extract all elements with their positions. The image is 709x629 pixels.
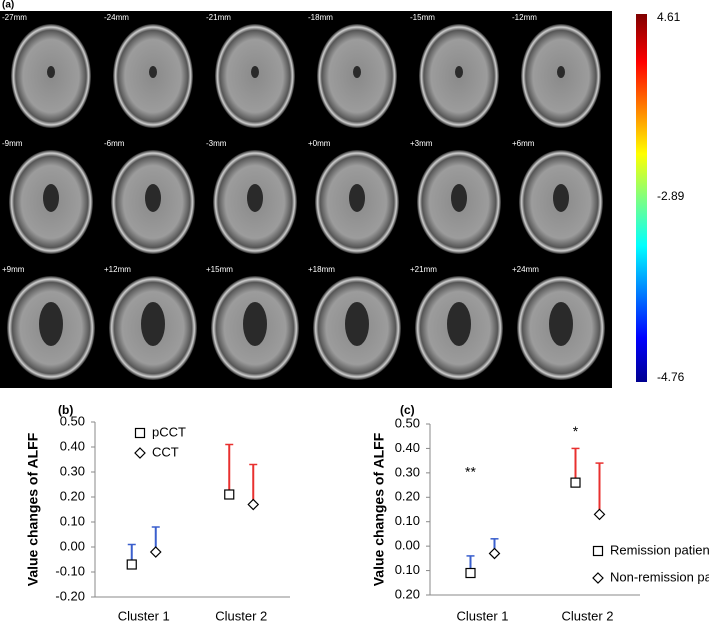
colorbar-label: -4.76 — [657, 370, 685, 384]
y-tick-label: 0.50 — [395, 415, 420, 430]
marker — [593, 508, 606, 521]
ventricle — [345, 302, 369, 346]
ventricle — [455, 66, 463, 78]
colorbar-label: -2.89 — [657, 189, 685, 203]
slice-label: -24mm — [104, 13, 129, 22]
slices: -27mm -24mm -21mm -18mm -15mm -12mm -9mm -6mm -3… — [2, 13, 605, 380]
y-tick-label: 0.40 — [395, 440, 420, 455]
y-tick-label: 0.20 — [395, 586, 420, 601]
y-axis-label: Value changes of ALFF — [25, 432, 41, 586]
x-tick-label: Cluster 2 — [561, 608, 613, 623]
x-tick-label: Cluster 2 — [215, 608, 267, 623]
annotation: * — [573, 423, 579, 439]
ventricle — [47, 66, 55, 78]
marker — [465, 567, 476, 579]
y-tick-label: 0.30 — [60, 463, 85, 478]
ventricle — [149, 66, 157, 78]
legend-marker — [134, 447, 146, 459]
y-tick-label: 0.00 — [395, 538, 420, 553]
marker — [488, 547, 501, 560]
slice-label: -6mm — [104, 139, 125, 148]
ventricle — [553, 184, 569, 212]
ventricle — [39, 302, 63, 346]
slice-label: -21mm — [206, 13, 231, 22]
colorbar — [636, 14, 647, 382]
y-tick-label: -0.10 — [55, 563, 85, 578]
panel-label: (b) — [58, 403, 73, 417]
slice-label: -3mm — [206, 139, 227, 148]
slice-label: +9mm — [2, 265, 25, 274]
ventricle — [451, 184, 467, 212]
y-tick-label: 0.20 — [395, 489, 420, 504]
y-tick-label: 0.20 — [60, 488, 85, 503]
ventricle — [353, 66, 361, 78]
panel-label: (c) — [400, 403, 415, 417]
legend-label: CCT — [152, 444, 179, 459]
legend-label: Remission patients — [610, 542, 709, 557]
slice-label: +18mm — [308, 265, 335, 274]
slice-label: +0mm — [308, 139, 331, 148]
marker — [224, 489, 235, 500]
slice-label: +15mm — [206, 265, 233, 274]
ventricle — [145, 184, 161, 212]
y-tick-label: 0.10 — [395, 513, 420, 528]
slice-label: -9mm — [2, 139, 23, 148]
ventricle — [251, 66, 259, 78]
ventricle — [141, 302, 165, 346]
slice-label: -12mm — [512, 13, 537, 22]
slice-label: -15mm — [410, 13, 435, 22]
legend-label: Non-remission patients — [610, 569, 709, 584]
y-tick-label: 0.40 — [60, 438, 85, 453]
ventricle — [243, 302, 267, 346]
charts: (b) Value changes of ALFF -0.20 -0.10 0.00 0.… — [25, 403, 709, 623]
marker — [126, 559, 137, 570]
slice-label: -27mm — [2, 13, 27, 22]
slice-label: +12mm — [104, 265, 131, 274]
slice-label: +21mm — [410, 265, 437, 274]
slice-label: +3mm — [410, 139, 433, 148]
ventricle — [43, 184, 59, 212]
ventricle — [447, 302, 471, 346]
ventricle — [247, 184, 263, 212]
marker — [570, 477, 581, 488]
colorbar-label: 4.61 — [657, 10, 681, 24]
panel-label: (a) — [2, 0, 14, 11]
y-tick-label: 0.30 — [395, 464, 420, 479]
ventricle — [549, 302, 573, 346]
y-tick-label: 0.10 — [60, 513, 85, 528]
slice-label: -18mm — [308, 13, 333, 22]
legend-label: pCCT — [152, 424, 186, 439]
y-tick-label: 0.50 — [60, 413, 85, 428]
ventricle — [349, 184, 365, 212]
y-tick-label: 0.10 — [395, 562, 420, 577]
slice-label: +6mm — [512, 139, 535, 148]
marker — [247, 498, 260, 511]
ventricle — [557, 66, 565, 78]
annotation: ** — [465, 464, 476, 480]
x-tick-label: Cluster 1 — [456, 608, 508, 623]
legend-marker — [592, 572, 604, 584]
y-tick-label: 0.00 — [60, 538, 85, 553]
y-axis-label: Value changes of ALFF — [371, 432, 387, 586]
y-tick-label: -0.20 — [55, 588, 85, 603]
marker — [149, 546, 162, 558]
brain-panel — [0, 11, 612, 388]
legend-marker — [134, 427, 146, 439]
legend-marker — [592, 545, 604, 557]
x-tick-label: Cluster 1 — [118, 608, 170, 623]
slice-label: +24mm — [512, 265, 539, 274]
